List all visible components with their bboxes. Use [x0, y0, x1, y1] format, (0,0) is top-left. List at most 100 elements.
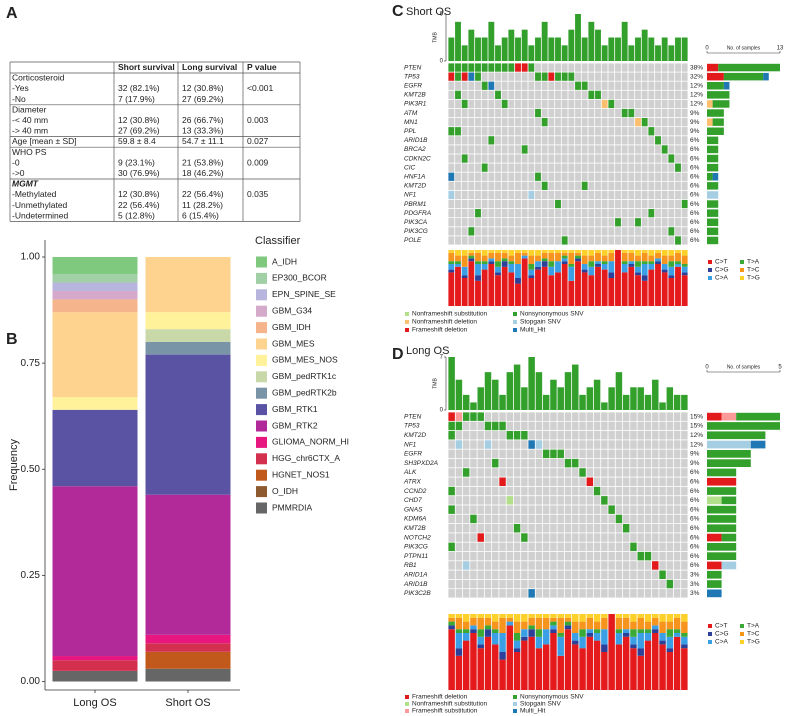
empty-cell	[575, 118, 581, 127]
empty-cell	[668, 218, 675, 227]
empty-cell	[501, 118, 508, 127]
spectrum-segment	[501, 250, 508, 253]
empty-cell	[488, 90, 495, 99]
spectrum-segment	[555, 261, 561, 273]
empty-cell	[521, 449, 528, 459]
spectrum-segment	[468, 250, 475, 253]
mutation-cell	[492, 458, 499, 468]
spectrum-segment	[508, 250, 515, 256]
empty-cell	[681, 108, 688, 118]
empty-cell	[488, 209, 495, 218]
gene-percent: 6%	[690, 137, 700, 144]
spectrum-segment	[595, 250, 601, 253]
empty-cell	[628, 181, 635, 190]
empty-cell	[470, 449, 477, 459]
mutation-cell	[495, 90, 501, 99]
spectrum-segment	[681, 633, 688, 637]
empty-cell	[659, 561, 666, 570]
spectrum-segment	[666, 621, 674, 630]
spectrum-segment	[484, 636, 492, 690]
side-bar	[707, 422, 780, 430]
empty-cell	[675, 209, 681, 218]
spectrum-segment	[550, 629, 557, 633]
empty-cell	[593, 579, 601, 589]
empty-cell	[681, 524, 688, 533]
empty-cell	[608, 209, 615, 218]
tmb-bar	[628, 45, 635, 61]
gene-percent: 38%	[690, 64, 703, 71]
empty-cell	[513, 440, 521, 449]
spectrum-segment	[595, 261, 601, 264]
mutation-cell	[615, 218, 621, 227]
empty-cell	[601, 136, 608, 145]
empty-cell	[622, 561, 630, 570]
gene-name: PTPN11	[404, 553, 428, 560]
empty-cell	[655, 154, 661, 163]
empty-cell	[448, 440, 455, 449]
empty-cell	[564, 477, 572, 486]
spectrum-segment	[513, 633, 521, 641]
empty-cell	[648, 72, 655, 81]
bar-segment	[145, 668, 231, 682]
empty-cell	[661, 108, 668, 118]
empty-cell	[615, 579, 623, 589]
empty-cell	[579, 440, 586, 449]
empty-cell	[481, 190, 488, 200]
gene-name: PBRM1	[404, 201, 427, 208]
empty-cell	[588, 154, 595, 163]
tmb-bar	[550, 379, 557, 410]
empty-cell	[448, 145, 455, 154]
empty-cell	[586, 458, 594, 468]
spectrum-segment	[659, 644, 666, 690]
empty-cell	[681, 209, 688, 218]
empty-cell	[448, 524, 455, 533]
empty-cell	[550, 561, 557, 570]
mutation-legend-swatch	[513, 312, 517, 316]
spectrum-segment	[615, 250, 621, 306]
empty-cell	[548, 181, 555, 190]
tmb-bar	[481, 37, 488, 61]
empty-cell	[601, 486, 608, 496]
mutation-cell	[621, 108, 628, 118]
empty-cell	[579, 533, 586, 542]
empty-cell	[681, 542, 688, 552]
empty-cell	[575, 90, 581, 99]
empty-cell	[666, 449, 674, 459]
table-cell: 7 (17.9%)	[118, 94, 155, 104]
spectrum-segment	[615, 614, 623, 618]
empty-cell	[644, 468, 652, 477]
mutation-legend-swatch	[513, 695, 517, 699]
spectrum-legend-swatch	[740, 276, 744, 280]
spectrum-segment	[521, 258, 528, 306]
empty-cell	[655, 108, 661, 118]
empty-cell	[455, 468, 463, 477]
empty-cell	[673, 496, 681, 505]
empty-cell	[461, 145, 468, 154]
empty-cell	[655, 163, 661, 172]
empty-cell	[575, 136, 581, 145]
mutation-cell	[477, 412, 484, 421]
spectrum-segment	[468, 261, 475, 306]
spectrum-segment	[622, 633, 630, 637]
tmb-bar	[492, 379, 499, 410]
empty-cell	[528, 236, 535, 245]
spectrum-segment	[475, 252, 481, 262]
tmb-bar	[484, 372, 492, 410]
empty-cell	[637, 421, 644, 431]
empty-cell	[470, 458, 477, 468]
spectrum-segment	[550, 617, 557, 622]
empty-cell	[555, 190, 561, 200]
empty-cell	[681, 163, 688, 172]
empty-cell	[501, 163, 508, 172]
empty-cell	[535, 570, 543, 579]
table-cell: 0.027	[247, 136, 269, 146]
empty-cell	[448, 561, 455, 570]
empty-cell	[572, 589, 579, 598]
spectrum-segment	[557, 633, 564, 637]
empty-cell	[675, 81, 681, 90]
empty-cell	[448, 533, 455, 542]
empty-cell	[655, 81, 661, 90]
empty-cell	[484, 449, 492, 459]
mutation-legend-label: Nonframeshift deletion	[412, 319, 477, 326]
empty-cell	[561, 172, 568, 181]
